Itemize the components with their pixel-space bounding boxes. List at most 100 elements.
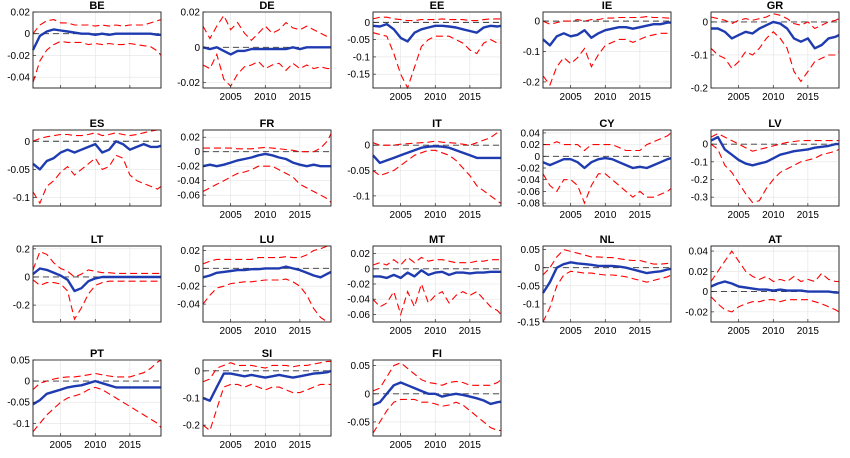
series-upper-line xyxy=(202,245,331,265)
panel-at: AT 0.04 0.02 0 -0.02 2005 2010 2015 xyxy=(685,234,840,337)
y-tick-label: -0.05 xyxy=(347,417,370,428)
panel-cy: CY 0.040.020-0.02-0.04-0.06-0.08 2005 2010 2… xyxy=(517,118,672,221)
panel-si: SI 0 -0.1 -0.2 2005 2010 2015 xyxy=(183,348,332,451)
x-tick-label: 2010 xyxy=(84,440,107,451)
y-tick-label: 0.04 xyxy=(521,128,541,139)
y-tick-label: -0.2 xyxy=(13,301,31,312)
y-tick-label: -0.04 xyxy=(347,295,370,306)
x-tick-label: 2010 xyxy=(594,92,617,103)
series-upper-line xyxy=(710,132,839,152)
y-tick-label: 0 xyxy=(194,43,200,54)
y-tick-label: -0.04 xyxy=(517,175,540,186)
panel-title: AT xyxy=(768,234,782,246)
series-lower-line xyxy=(542,32,671,87)
x-tick-label: 2005 xyxy=(560,326,583,337)
y-tick-label: -0.1 xyxy=(691,50,709,61)
y-tick-label: -0.05 xyxy=(7,165,30,176)
x-tick-label: 2005 xyxy=(220,440,243,451)
panel-border xyxy=(542,245,672,323)
x-tick-label: 2015 xyxy=(629,210,652,221)
y-tick-label: 0.05 xyxy=(521,245,541,256)
series-mean-line xyxy=(710,135,839,167)
series-lower-line xyxy=(710,31,840,83)
y-tick-label: -0.02 xyxy=(177,78,200,89)
series-mean-line xyxy=(372,381,502,407)
panel-border xyxy=(202,129,332,207)
y-tick-label: 0 xyxy=(534,152,540,163)
y-tick-label: 0.04 xyxy=(689,247,709,258)
x-tick-label: 2010 xyxy=(594,210,617,221)
x-tick-label: 2015 xyxy=(797,326,820,337)
x-tick-label: 2010 xyxy=(762,92,785,103)
x-tick-label: 2010 xyxy=(424,92,447,103)
y-tick-label: 0 xyxy=(194,147,200,158)
panel-frame xyxy=(372,11,502,89)
series-upper-line xyxy=(542,16,671,25)
panel-title: LT xyxy=(91,234,104,246)
panel-fr: FR 0.02 0 -0.02 -0.04 -0.06 2005 2010 2015 xyxy=(177,118,332,221)
x-tick-label: 2015 xyxy=(289,92,312,103)
x-tick-label: 2005 xyxy=(728,326,751,337)
y-tick-label: -0.2 xyxy=(523,77,541,88)
series-mean-line xyxy=(32,379,161,406)
panel-nl: NL 0.05 0 -0.05 -0.1 -0.15 2005 2010 2015 xyxy=(517,234,672,337)
series-mean-line xyxy=(31,28,161,51)
x-tick-label: 2005 xyxy=(50,440,73,451)
y-tick-label: 0 xyxy=(24,272,30,283)
series-upper-line xyxy=(32,359,162,391)
series-mean-line xyxy=(541,261,672,294)
series-lower-line xyxy=(372,398,501,434)
y-tick-label: -0.1 xyxy=(13,193,31,204)
series-upper-line xyxy=(710,13,840,30)
panel-title: MT xyxy=(429,234,445,246)
y-tick-label: 0 xyxy=(702,140,708,151)
y-tick-label: 0.02 xyxy=(521,140,541,151)
x-tick-label: 2005 xyxy=(390,440,413,451)
panel-frame xyxy=(372,359,502,437)
series-upper-line xyxy=(32,250,161,278)
x-tick-label: 2015 xyxy=(459,326,482,337)
series-mean-line xyxy=(710,280,839,294)
series-lower-line xyxy=(32,386,162,433)
y-tick-label: -0.2 xyxy=(691,84,709,95)
series-lower-line xyxy=(202,383,331,432)
y-tick-label: 0 xyxy=(364,264,370,275)
panel-frame xyxy=(710,129,840,207)
y-tick-label: 0 xyxy=(364,18,370,29)
y-tick-label: -0.15 xyxy=(347,70,370,81)
panel-border xyxy=(710,11,840,89)
panel-border xyxy=(32,359,162,437)
y-tick-label: 0 xyxy=(194,366,200,377)
panel-border xyxy=(32,11,162,89)
y-tick-label: 0 xyxy=(534,17,540,28)
panel-be: BE 0.02 0 -0.02 -0.04 xyxy=(7,0,162,89)
x-tick-label: 2015 xyxy=(459,440,482,451)
series-lower-line xyxy=(202,52,331,88)
y-tick-label: -0.06 xyxy=(177,191,200,202)
y-tick-label: -0.1 xyxy=(183,394,201,405)
panel-title: GR xyxy=(767,0,784,12)
panel-lu: LU 0.02 0 -0.02 -0.04 2005 2010 2015 xyxy=(177,234,332,337)
series-upper-line xyxy=(372,129,502,146)
panel-ie: IE 0 -0.1 -0.2 2005 2010 2015 xyxy=(523,0,672,103)
x-tick-label: 2010 xyxy=(594,326,617,337)
series-mean-line xyxy=(372,145,501,165)
series-mean-line xyxy=(202,265,332,279)
series-lower-line xyxy=(710,296,840,313)
x-tick-label: 2005 xyxy=(220,210,243,221)
panel-border xyxy=(372,359,502,437)
y-tick-label: -0.04 xyxy=(177,300,200,311)
panel-frame xyxy=(372,129,502,207)
panel-gr: GR 0 -0.1 -0.2 2005 2010 2015 xyxy=(691,0,840,103)
x-tick-label: 2015 xyxy=(629,92,652,103)
panel-title: PT xyxy=(90,348,104,360)
panel-title: DE xyxy=(259,0,274,12)
x-tick-label: 2010 xyxy=(424,210,447,221)
panel-it: IT 0 -0.05 -0.1 2005 2010 2015 xyxy=(347,118,502,221)
series-lower-line xyxy=(202,165,332,203)
series-upper-line xyxy=(32,19,162,35)
panel-title: FI xyxy=(432,348,442,360)
x-tick-label: 2010 xyxy=(254,440,277,451)
y-tick-label: -0.04 xyxy=(177,176,200,187)
